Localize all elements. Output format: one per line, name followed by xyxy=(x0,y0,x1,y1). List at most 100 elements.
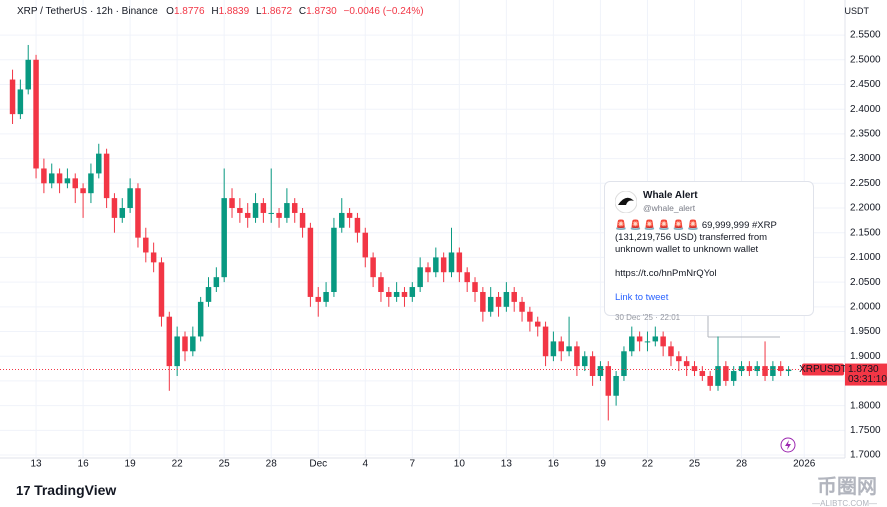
y-tick-label: 1.7000 xyxy=(850,450,881,461)
brand: 17 TradingView xyxy=(16,482,117,498)
ohlc-value: 1.8672 xyxy=(261,6,293,17)
candle-body xyxy=(166,316,173,367)
candle-body xyxy=(550,341,557,357)
y-tick-label: 2.3000 xyxy=(850,153,881,164)
candle-body xyxy=(135,188,141,238)
candle-body xyxy=(103,153,110,199)
price-tag-countdown: 03:31:10 xyxy=(848,374,887,385)
y-tick-label: 1.9500 xyxy=(850,326,881,337)
candle-body xyxy=(683,361,690,367)
candle-body xyxy=(448,252,455,273)
candle-body xyxy=(221,198,227,278)
candle-body xyxy=(88,173,94,194)
candle-body xyxy=(715,366,721,386)
candle-body xyxy=(636,336,643,342)
brand-name: TradingView xyxy=(34,482,117,498)
candle-body xyxy=(17,89,24,115)
candle-body xyxy=(276,212,282,218)
x-tick-label: 13 xyxy=(30,459,42,470)
candle-body xyxy=(119,208,126,218)
candle-body xyxy=(746,366,753,372)
y-tick-label: 2.2000 xyxy=(850,203,881,214)
symbol: XRP / TetherUS · 12h · Binance xyxy=(17,6,158,17)
candle-body xyxy=(566,346,572,352)
candle-body xyxy=(511,291,517,302)
y-tick-label: 1.7500 xyxy=(850,425,881,436)
watermark-sub: —ALIBTC.COM— xyxy=(812,499,877,507)
y-tick-label: 1.8000 xyxy=(850,400,881,411)
candle-body xyxy=(487,296,494,312)
candle-body xyxy=(762,366,768,376)
price-tag-symbol-bg xyxy=(802,363,844,376)
candle-body xyxy=(440,257,447,273)
tweet-date: 30 Dec '25 · 22:01 xyxy=(615,313,681,322)
tweet-handle: @whale_alert xyxy=(643,203,696,213)
candle-body xyxy=(25,59,31,90)
candle-body xyxy=(660,336,666,347)
avatar xyxy=(615,191,637,213)
candle-body xyxy=(80,188,86,194)
x-tick-label: 25 xyxy=(219,459,231,470)
ohlc-label: L xyxy=(255,6,262,17)
candle-body xyxy=(299,212,306,228)
candle-body xyxy=(777,366,784,372)
tweet-link[interactable]: Link to tweet xyxy=(615,292,669,303)
candle-body xyxy=(72,178,78,189)
candle-body xyxy=(284,203,290,218)
candle-body xyxy=(33,59,39,169)
x-tick-label: 22 xyxy=(642,459,654,470)
change: −0.0046 (−0.24%) xyxy=(343,6,424,17)
candle-body xyxy=(433,257,439,273)
x-tick-label: 19 xyxy=(125,459,137,470)
x-tick-label: 28 xyxy=(736,459,748,470)
candle-body xyxy=(613,375,619,396)
candle-body xyxy=(574,346,580,367)
candle-body xyxy=(174,336,180,367)
candle-body xyxy=(182,336,188,352)
x-tick-label: 13 xyxy=(501,459,513,470)
candle-body xyxy=(229,198,235,209)
candle-body xyxy=(9,79,16,115)
candle-body xyxy=(597,366,604,376)
candle-body xyxy=(213,277,220,288)
x-tick-label: 25 xyxy=(689,459,701,470)
ohlc-value: 1.8839 xyxy=(218,6,250,17)
candle-body xyxy=(730,371,737,381)
x-tick-label: 16 xyxy=(548,459,560,470)
y-tick-label: 2.4000 xyxy=(850,104,881,115)
candle-body xyxy=(558,341,564,352)
candle-body xyxy=(393,291,400,297)
candle-body xyxy=(268,212,274,214)
header: XRP / TetherUS · 12h · Binance O1.8776 H… xyxy=(17,6,428,17)
currency: USDT xyxy=(844,6,870,16)
candle-body xyxy=(785,369,792,372)
tweet-text: 69,999,999 #XRP (131,219,756 USD) transf… xyxy=(615,220,777,255)
candle-body xyxy=(401,291,408,297)
ohlc-value: 1.8730 xyxy=(306,6,337,17)
y-tick-label: 2.5500 xyxy=(850,30,881,41)
candle-body xyxy=(143,237,149,253)
candle-body xyxy=(197,301,204,337)
candle-body xyxy=(480,291,486,312)
y-tick-label: 2.1000 xyxy=(850,252,881,263)
candle-body xyxy=(260,203,267,213)
candle-body xyxy=(676,356,682,362)
x-tick-label: 22 xyxy=(172,459,184,470)
candle-body xyxy=(644,341,651,343)
tweet-card: Whale Alert @whale_alert 🚨 🚨 🚨 🚨 🚨 🚨 69,9… xyxy=(604,181,814,322)
x-tick-label: 2026 xyxy=(793,459,816,470)
y-tick-label: 2.5000 xyxy=(850,54,881,65)
y-tick-label: 2.2500 xyxy=(850,178,881,189)
candle-body xyxy=(754,366,760,372)
candle-body xyxy=(668,346,674,357)
candle-body xyxy=(127,188,133,209)
price-tag-price: 1.8730 xyxy=(848,364,879,375)
candle-body xyxy=(605,366,612,396)
y-tick-label: 2.0000 xyxy=(850,301,881,312)
tweet-url[interactable]: https://t.co/hnPmNrQYol xyxy=(615,268,717,279)
candle-body xyxy=(699,371,706,376)
x-tick-label: 28 xyxy=(266,459,278,470)
candle-body xyxy=(370,257,376,278)
